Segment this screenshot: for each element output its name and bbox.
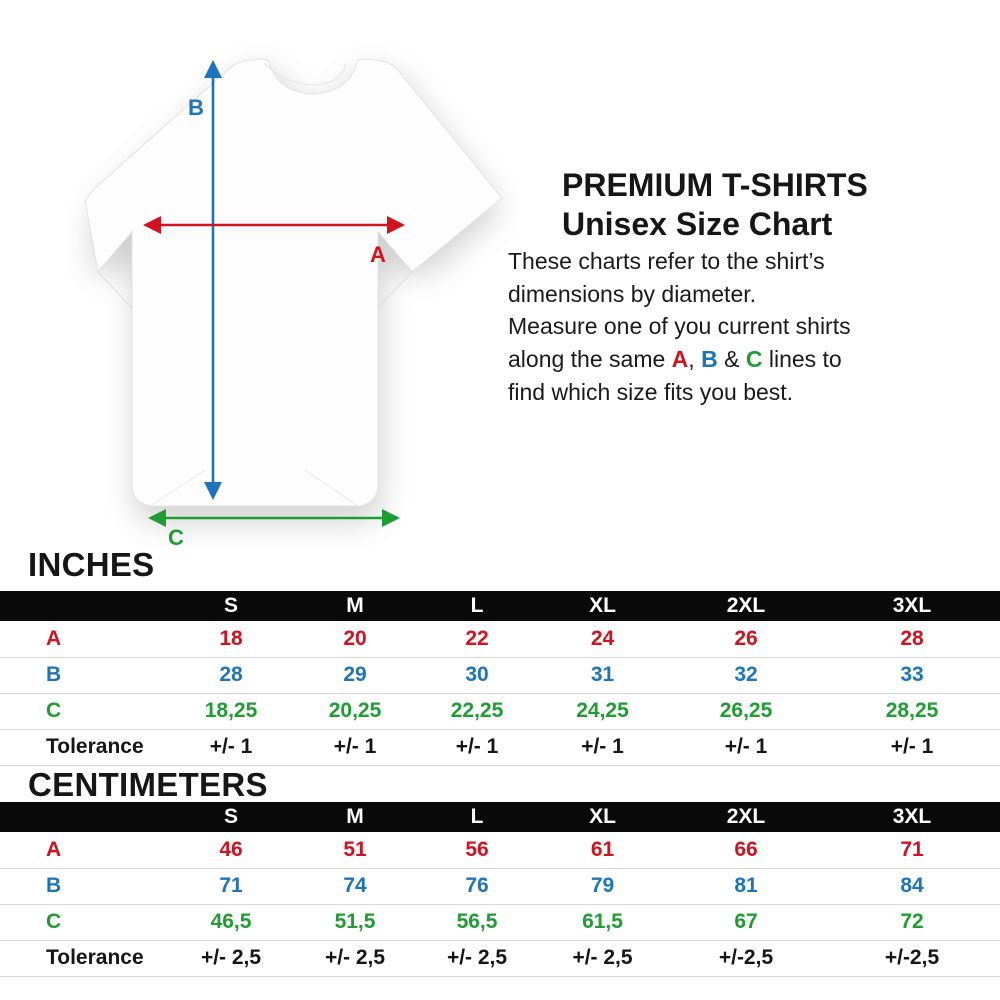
- svg-text:A: A: [370, 242, 386, 267]
- svg-text:B: B: [188, 95, 204, 120]
